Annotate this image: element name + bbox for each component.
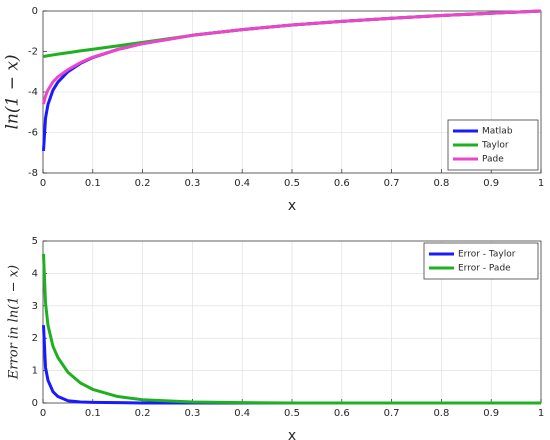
- x-tick-label: 0.7: [384, 408, 400, 419]
- legend: Matlab Taylor Pade: [447, 119, 539, 171]
- x-tick-label: 1: [538, 178, 544, 189]
- y-tick-label: 2: [32, 333, 38, 344]
- y-tick-label: -4: [28, 87, 38, 98]
- x-tick-label: 0.5: [284, 178, 300, 189]
- x-tick-label: 0.2: [135, 178, 151, 189]
- x-axis-label: x: [288, 428, 296, 440]
- x-tick-label: 1: [538, 408, 544, 419]
- y-tick-label: 1: [32, 366, 38, 377]
- x-tick-label: 0.6: [334, 408, 350, 419]
- y-tick-label: 5: [32, 236, 38, 247]
- legend: Error - Taylor Error - Pade: [423, 242, 539, 280]
- x-tick-label: 0.8: [433, 408, 449, 419]
- axes-box: [42, 10, 542, 174]
- legend-label: Taylor: [481, 141, 509, 151]
- line-series: [41, 253, 541, 405]
- y-tick-label: -8: [28, 168, 38, 179]
- x-tick-label: 0: [40, 178, 46, 189]
- y-tick-label: 0: [32, 398, 38, 409]
- y-tick-label: 4: [32, 268, 38, 279]
- line-series: [42, 9, 542, 105]
- legend-box: [423, 242, 539, 280]
- x-tick-label: 0.1: [85, 408, 101, 419]
- x-tick-label: 0.9: [483, 408, 499, 419]
- subplot: 0 0.1 0.2 0.3 0.4 0.5 0.6 0.7 0.8 0.9 1 -8 -6 -4 -2 0 x l…: [3, 6, 545, 214]
- y-axis-label: ln(1 − x): [3, 54, 23, 129]
- y-axis-label: Error in ln(1 − x): [7, 265, 22, 380]
- x-tick-label: 0.7: [384, 178, 400, 189]
- x-tick-label: 0.3: [184, 178, 200, 189]
- x-tick-label: 0.9: [483, 178, 499, 189]
- x-tick-label: 0: [40, 408, 46, 419]
- x-axis-label: x: [288, 198, 296, 214]
- y-tick-label: 0: [32, 6, 38, 17]
- x-tick-label: 0.8: [433, 178, 449, 189]
- x-tick-label: 0.2: [135, 408, 151, 419]
- subplot: 0 0.1 0.2 0.3 0.4 0.5 0.6 0.7 0.8 0.9 1 0 1 2 3 4 5 x Erro…: [7, 236, 545, 440]
- x-tick-label: 0.4: [234, 408, 250, 419]
- x-tick-label: 0.3: [184, 408, 200, 419]
- x-tick-label: 0.1: [85, 178, 101, 189]
- x-tick-label: 0.5: [284, 408, 300, 419]
- legend-label: Error - Taylor: [458, 250, 516, 260]
- y-tick-label: -6: [28, 128, 38, 139]
- y-tick-label: -2: [28, 47, 38, 58]
- legend-label: Error - Pade: [458, 264, 511, 274]
- x-tick-label: 0.6: [334, 178, 350, 189]
- legend-label: Pade: [482, 155, 504, 165]
- x-tick-label: 0.4: [234, 178, 250, 189]
- legend-label: Matlab: [482, 127, 513, 137]
- y-tick-label: 3: [32, 301, 38, 312]
